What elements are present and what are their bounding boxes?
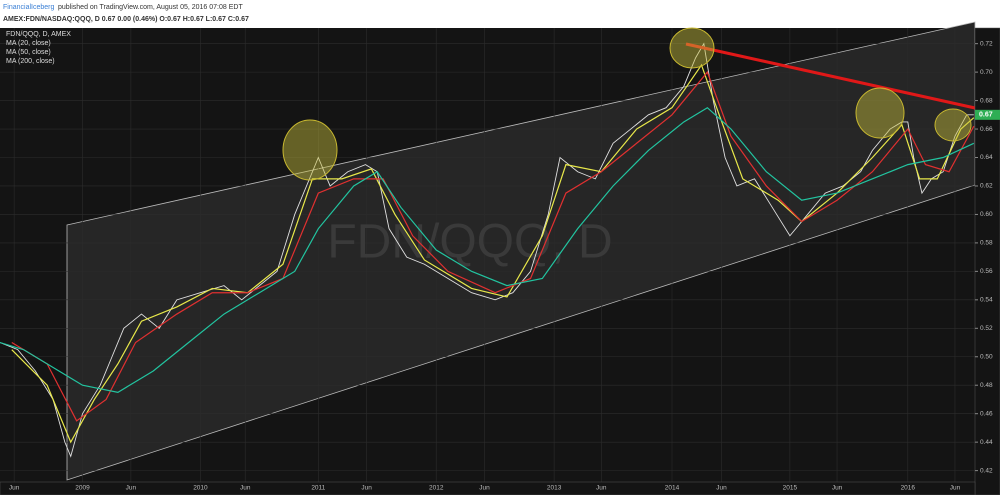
- x-tick-label: 2014: [665, 485, 680, 492]
- x-tick-label: Jun: [240, 485, 251, 492]
- legend-entry: MA (20, close): [6, 40, 51, 47]
- x-tick-label: Jun: [950, 485, 961, 492]
- x-tick-label: 2009: [75, 485, 90, 492]
- publisher[interactable]: FinancialIceberg: [3, 4, 54, 11]
- x-tick-label: Jun: [9, 485, 20, 492]
- circle: [669, 27, 715, 69]
- y-tick-label: 0.64: [980, 154, 993, 161]
- x-tick-label: 2010: [193, 485, 208, 492]
- x-tick-label: 2013: [547, 485, 562, 492]
- x-tick-label: Jun: [479, 485, 490, 492]
- y-tick-label: 0.70: [980, 69, 993, 76]
- x-tick-label: Jun: [126, 485, 137, 492]
- highlight-circles: [282, 27, 972, 181]
- x-tick-label: Jun: [832, 485, 843, 492]
- series-line: [0, 106, 975, 393]
- x-tick-label: 2012: [429, 485, 444, 492]
- x-axis-bg: [0, 481, 976, 495]
- y-tick-label: 0.46: [980, 410, 993, 417]
- y-tick-label: 0.62: [980, 183, 993, 190]
- last-price-label: 0.67: [979, 112, 993, 119]
- circle: [282, 119, 338, 181]
- x-tick-label: Jun: [361, 485, 372, 492]
- series-line: [11, 63, 975, 444]
- x-tick-label: Jun: [716, 485, 727, 492]
- last-price-tag: [975, 109, 1000, 120]
- y-tick-label: 0.56: [980, 268, 993, 275]
- trend-line: [685, 42, 976, 110]
- legend-entry: MA (50, close): [6, 49, 51, 56]
- legend: MA (20, close) MA (50, close) MA (200, clo…: [6, 40, 55, 65]
- x-tick-label: 2011: [311, 485, 325, 492]
- y-tick-label: 0.60: [980, 211, 993, 218]
- y-axis-bg: [974, 27, 1000, 495]
- y-tick-label: 0.54: [980, 297, 993, 304]
- y-tick-label: 0.68: [980, 97, 993, 104]
- watermark: FDN/QQQ, D: [327, 216, 612, 269]
- y-tick-label: 0.50: [980, 353, 993, 360]
- y-tick-label: 0.44: [980, 439, 993, 446]
- header-bg: [0, 0, 1000, 28]
- series-line: [11, 70, 975, 422]
- y-tick-label: 0.48: [980, 382, 993, 389]
- y-tick-label: 0.52: [980, 325, 993, 332]
- y-tick-label: 0.42: [980, 467, 993, 474]
- symbol-line: AMEX:FDN/NASDAQ:QQQ, D 0.67 0.00 (0.46%)…: [3, 16, 249, 23]
- legend-title: FDN/QQQ, D, AMEX: [6, 31, 71, 38]
- x-tick-label: 2015: [783, 485, 798, 492]
- series-group: [0, 42, 975, 458]
- legend-entry: MA (200, close): [6, 58, 55, 65]
- x-tick-label: Jun: [596, 485, 607, 492]
- x-tick-label: 2016: [901, 485, 916, 492]
- circle: [855, 87, 905, 139]
- y-tick-label: 0.58: [980, 240, 993, 247]
- y-tick-label: 0.72: [980, 40, 993, 47]
- published-info: published on TradingView.com, August 05,…: [58, 4, 243, 11]
- y-tick-label: 0.66: [980, 126, 993, 133]
- axes: 0.42 0.44 0.46 0.48 0.50 0.52 0.54 0.56 0.58 0.60…: [9, 40, 1000, 492]
- circle: [934, 108, 972, 142]
